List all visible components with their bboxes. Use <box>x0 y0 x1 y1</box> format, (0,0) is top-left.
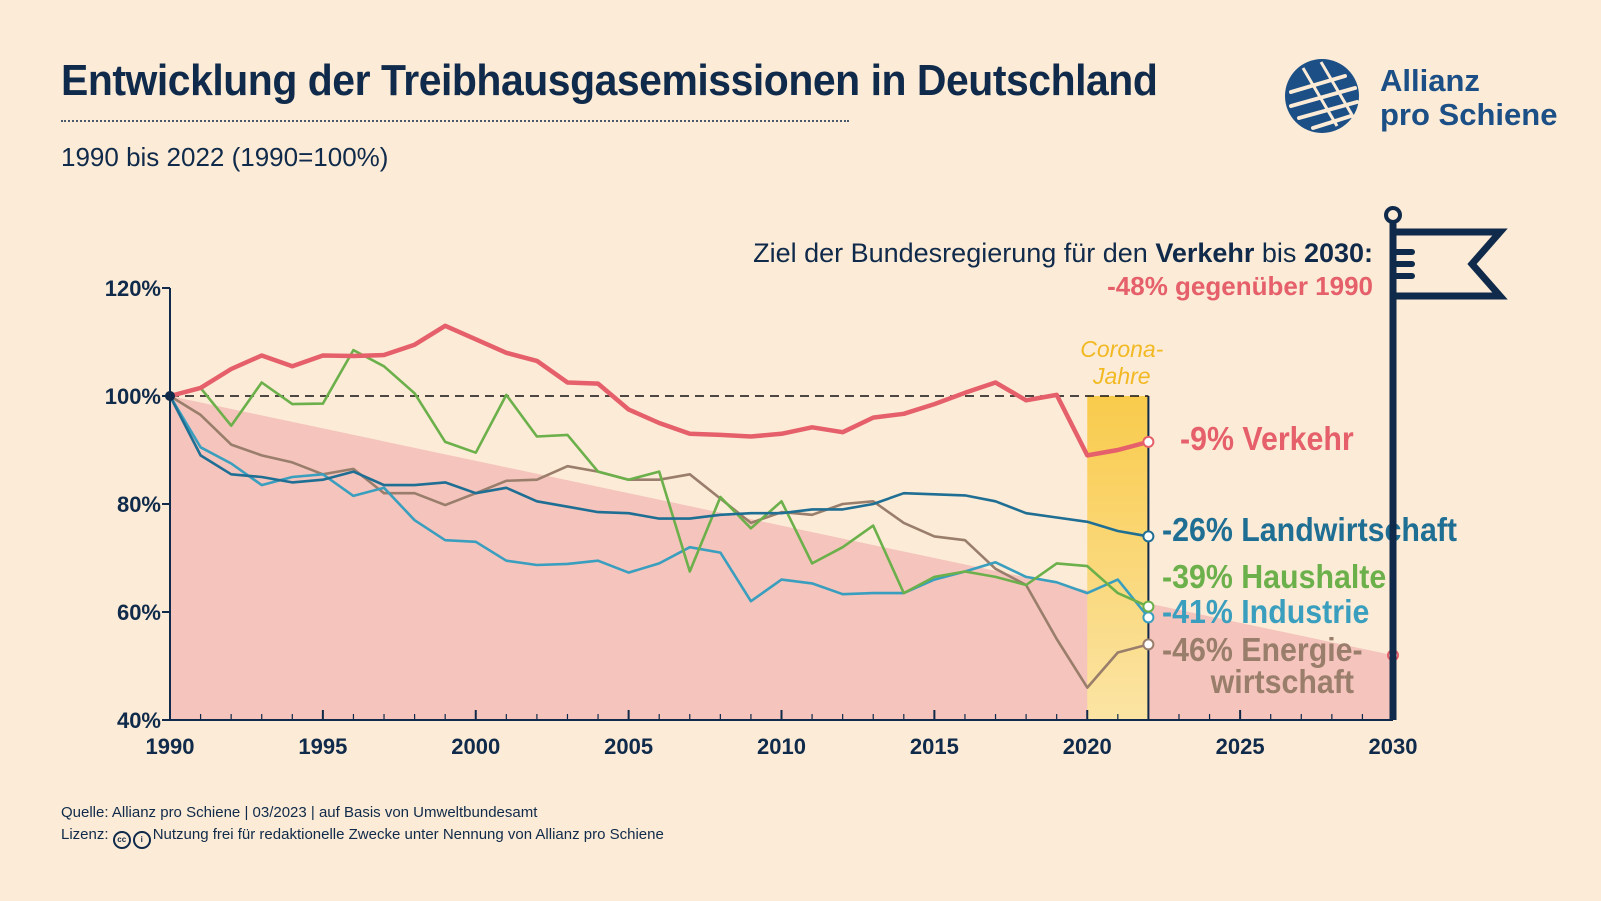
corona-label-line-2: Jahre <box>1092 363 1151 389</box>
x-tick-label: 2010 <box>757 734 806 759</box>
logo-line-2: pro Schiene <box>1380 97 1558 132</box>
series-label-industrie: -41% Industrie <box>1162 593 1369 630</box>
end-point-haushalte <box>1142 600 1155 613</box>
series-label-energiewirtschaft-line-1: -46% Energie- <box>1162 631 1363 668</box>
end-point-energiewirtschaft <box>1142 638 1155 651</box>
x-tick-label: 2015 <box>910 734 959 759</box>
x-tick-label: 2020 <box>1063 734 1112 759</box>
page-subtitle: 1990 bis 2022 (1990=100%) <box>61 142 389 172</box>
title-divider <box>61 120 849 122</box>
license-row: Lizenz: cc i Nutzung frei für redaktionell… <box>61 824 664 849</box>
source-text: Quelle: Allianz pro Schiene | 03/2023 | … <box>61 804 538 821</box>
y-tick-label: 100% <box>105 384 161 409</box>
cc-icon: cc <box>112 831 131 849</box>
allianz-pro-schiene-logo-icon <box>1285 59 1359 133</box>
series-line-industrie <box>168 394 1150 619</box>
series-line-energiewirtschaft <box>168 394 1150 689</box>
end-point-industrie <box>1142 611 1155 624</box>
series-line-verkehr <box>167 323 1151 458</box>
corona-label-line-1: Corona- <box>1080 336 1163 362</box>
end-point-verkehr <box>1142 435 1155 448</box>
x-tick-label: 2030 <box>1369 734 1418 759</box>
series-line-haushalte <box>168 348 1150 608</box>
license-label: Lizenz: <box>61 826 109 843</box>
page-title: Entwicklung der Treibhausgasemissionen i… <box>61 56 1158 105</box>
x-tick-label: 1995 <box>298 734 347 759</box>
x-tick-label: 2005 <box>604 734 653 759</box>
logo-wordmark: Allianz pro Schiene <box>1380 64 1557 132</box>
series-label-haushalte: -39% Haushalte <box>1162 558 1386 595</box>
x-tick-label: 2000 <box>451 734 500 759</box>
x-tick-label: 1990 <box>146 734 195 759</box>
x-tick-label: 2025 <box>1216 734 1265 759</box>
series-label-energiewirtschaft-line-2: wirtschaft <box>1210 663 1355 700</box>
y-tick-label: 60% <box>117 600 161 625</box>
footer: Quelle: Allianz pro Schiene | 03/2023 | … <box>61 802 664 849</box>
y-tick-label: 40% <box>117 708 161 733</box>
logo-line-1: Allianz <box>1380 63 1480 98</box>
series-label-verkehr: -9% Verkehr <box>1180 420 1354 457</box>
y-tick-label: 80% <box>117 492 161 517</box>
goal-target-text: -48% gegenüber 1990 <box>1107 271 1373 301</box>
goal-text: Ziel der Bundesregierung für den Verkehr… <box>753 238 1373 268</box>
series-line-landwirtschaft <box>168 394 1150 538</box>
attribution-icon: i <box>132 831 151 849</box>
license-text: Nutzung frei für redaktionelle Zwecke un… <box>152 826 664 843</box>
flag-icon <box>1384 206 1508 720</box>
y-tick-label: 120% <box>105 276 161 301</box>
start-point <box>165 391 175 401</box>
series-label-landwirtschaft: -26% Landwirtschaft <box>1162 511 1457 548</box>
end-point-landwirtschaft <box>1142 530 1155 543</box>
